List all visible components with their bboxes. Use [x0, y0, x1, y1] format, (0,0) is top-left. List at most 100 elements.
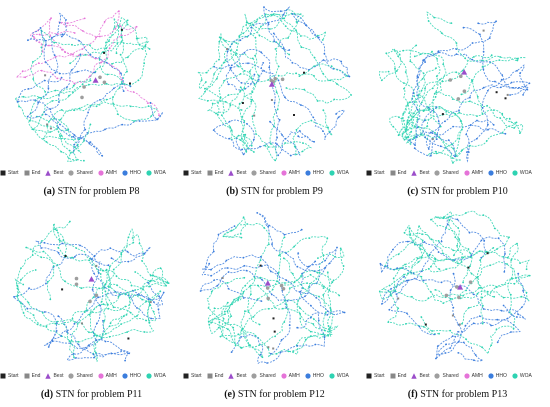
trajectory-node [84, 128, 87, 131]
trajectory-node [455, 42, 458, 44]
trajectory-edge [435, 247, 530, 302]
trajectory-node [73, 146, 76, 148]
trajectory-node [76, 70, 79, 73]
trajectory-node [246, 223, 249, 225]
trajectory-edge [435, 273, 527, 362]
trajectory-node [260, 25, 262, 28]
trajectory-node [277, 74, 280, 77]
trajectory-node [418, 225, 420, 228]
trajectory-node [104, 290, 107, 293]
trajectory-node [247, 62, 249, 65]
trajectory-node [318, 295, 320, 298]
legend-item-shared: Shared [251, 170, 276, 176]
trajectory-node [387, 321, 390, 323]
trajectory-node [403, 138, 406, 141]
trajectory-node [285, 303, 288, 306]
trajectory-node [506, 263, 508, 265]
trajectory-node [38, 96, 40, 99]
trajectory-node [482, 214, 485, 216]
trajectory-edge [208, 236, 285, 358]
trajectory-node [274, 48, 277, 50]
legend-item-amh: AMH [464, 170, 483, 176]
trajectory-node [103, 20, 106, 23]
trajectory-node [483, 239, 486, 242]
trajectory-node [269, 352, 272, 355]
trajectory-node [470, 254, 473, 257]
trajectory-node [240, 347, 243, 349]
legend-label: HHO [312, 373, 324, 379]
legend-label: Shared [259, 170, 276, 176]
trajectory-node [452, 162, 454, 164]
start-node [504, 97, 507, 100]
trajectory-node [493, 109, 495, 111]
trajectory-node [25, 246, 28, 249]
trajectory-node [315, 296, 318, 299]
trajectory-node [395, 293, 398, 295]
trajectory-node [522, 94, 524, 96]
start-node [129, 82, 131, 85]
trajectory-node [73, 32, 76, 34]
trajectory-edge [56, 19, 129, 162]
trajectory-node [64, 51, 66, 54]
end-node [272, 347, 275, 350]
trajectory-node [435, 152, 438, 155]
trajectory-node [306, 282, 308, 284]
legend-item-best: Best [228, 170, 246, 176]
trajectory-node [250, 144, 253, 147]
trajectory-node [68, 94, 70, 97]
trajectory-node [26, 115, 29, 118]
trajectory-node [230, 315, 233, 317]
trajectory-edge [218, 9, 304, 83]
trajectory-node [476, 292, 479, 295]
trajectory-node [473, 359, 475, 362]
trajectory-node [242, 153, 245, 156]
trajectory-node [296, 326, 299, 329]
trajectory-node [101, 154, 104, 157]
legend-item-shared: Shared [434, 170, 459, 176]
trajectory-node [125, 314, 128, 316]
trajectory-node [322, 287, 325, 289]
end-node [46, 123, 49, 126]
trajectory-node [50, 17, 52, 19]
trajectory-node [241, 137, 243, 140]
trajectory-node [44, 113, 47, 116]
trajectory-node [78, 107, 81, 110]
trajectory-node [469, 144, 471, 147]
trajectory-node [481, 65, 484, 68]
trajectory-node [127, 236, 130, 239]
trajectory-node [148, 285, 151, 288]
trajectory-node [243, 134, 245, 136]
trajectory-node [502, 255, 505, 258]
trajectory-node [427, 20, 430, 22]
legend-item-end: End [24, 373, 40, 379]
trajectory-node [242, 256, 245, 259]
end-node [397, 297, 400, 300]
trajectory-node [482, 86, 485, 89]
trajectory-node [134, 289, 137, 291]
trajectory-node [389, 294, 392, 297]
trajectory-node [122, 90, 125, 92]
trajectory-node [277, 79, 280, 82]
trajectory-node [226, 310, 229, 313]
trajectory-node [258, 344, 261, 346]
trajectory-node [83, 17, 86, 20]
trajectory-node [437, 240, 440, 242]
legend-label: Start [8, 373, 19, 379]
trajectory-node [403, 82, 405, 84]
trajectory-node [486, 290, 489, 293]
trajectory-node [522, 289, 524, 292]
trajectory-node [89, 54, 92, 56]
legend-label: WOA [519, 373, 532, 379]
end-marker-icon [390, 373, 396, 379]
trajectory-node [284, 25, 287, 27]
trajectory-node [27, 88, 30, 90]
trajectory-edge [28, 82, 125, 162]
hho-marker-icon [305, 170, 311, 176]
panel-caption-text: STN for problem P8 [57, 186, 140, 197]
shared-node [102, 80, 107, 85]
trajectory-node [298, 130, 301, 132]
trajectory-node [465, 133, 468, 136]
trajectory-node [81, 30, 84, 32]
trajectory-node [81, 83, 84, 85]
trajectory-node [405, 136, 408, 139]
